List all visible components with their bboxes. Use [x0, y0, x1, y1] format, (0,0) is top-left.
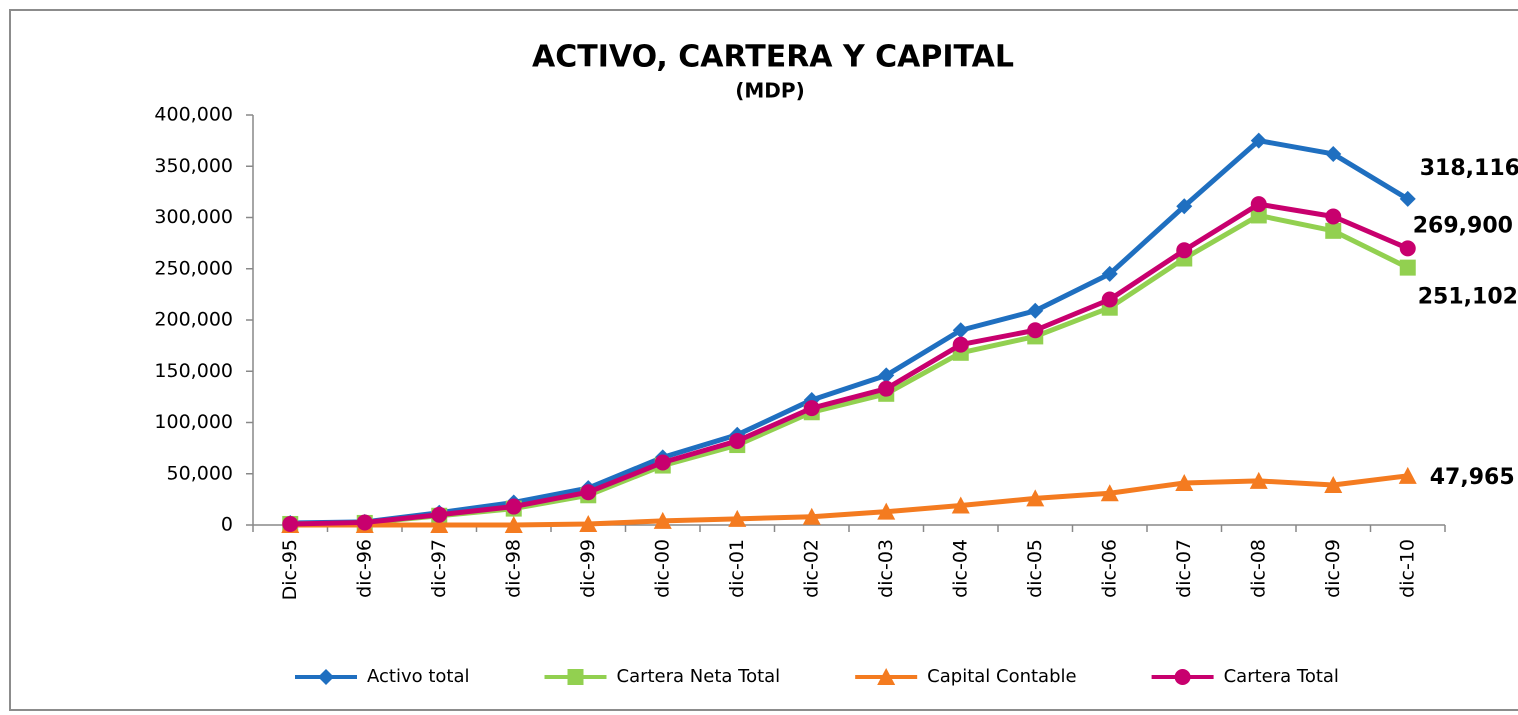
series-line	[290, 138, 1410, 526]
marker	[505, 498, 522, 515]
marker	[803, 400, 820, 417]
y-tick-label: 200,000	[154, 309, 233, 331]
series-line	[290, 473, 1409, 528]
series-line	[290, 201, 1409, 527]
marker	[1176, 242, 1193, 259]
marker	[654, 454, 671, 471]
legend-label: Activo total	[367, 666, 470, 687]
y-tick-label: 350,000	[154, 155, 233, 177]
marker	[1398, 466, 1417, 484]
data-label: 269,900	[1413, 213, 1513, 238]
chart-title: ACTIVO, CARTERA Y CAPITAL	[532, 40, 1014, 75]
marker	[952, 322, 969, 339]
marker	[1176, 198, 1193, 215]
x-tick-label: dic-96	[353, 539, 375, 598]
legend-marker	[318, 669, 334, 685]
x-tick-label: Dic-95	[279, 539, 301, 600]
legend-label: Cartera Total	[1224, 666, 1339, 687]
marker	[1325, 145, 1342, 162]
marker	[878, 367, 895, 384]
legend-label: Cartera Neta Total	[617, 666, 781, 687]
data-label: 318,116	[1420, 156, 1518, 181]
series	[281, 466, 1417, 533]
x-tick-label: dic-04	[949, 539, 971, 598]
y-tick-label: 50,000	[167, 462, 233, 484]
legend-marker	[567, 669, 584, 685]
x-tick-label: dic-98	[502, 539, 524, 598]
x-tick-label: dic-01	[726, 539, 748, 598]
marker	[1399, 240, 1416, 257]
marker	[1100, 484, 1119, 502]
marker	[951, 496, 970, 514]
marker	[1026, 489, 1045, 507]
marker	[1101, 291, 1118, 308]
legend-label: Capital Contable	[927, 666, 1076, 687]
marker	[431, 506, 448, 523]
y-tick-label: 400,000	[154, 104, 233, 126]
marker	[1399, 259, 1416, 276]
marker	[579, 514, 598, 532]
marker	[1325, 208, 1342, 225]
marker	[1250, 132, 1267, 149]
marker	[1027, 302, 1044, 319]
marker	[1324, 476, 1343, 494]
y-tick-label: 0	[221, 514, 233, 536]
legend-marker	[1174, 669, 1191, 685]
marker	[802, 507, 821, 525]
marker	[729, 432, 746, 449]
x-tick-label: dic-97	[428, 539, 450, 598]
marker	[1325, 222, 1342, 239]
marker	[504, 516, 523, 533]
y-tick-label: 100,000	[154, 411, 233, 433]
marker	[430, 516, 449, 533]
x-tick-label: dic-10	[1396, 539, 1418, 598]
legend-marker	[877, 668, 896, 685]
x-tick-label: dic-05	[1024, 539, 1046, 598]
x-tick-label: dic-02	[800, 539, 822, 598]
marker	[952, 336, 969, 353]
data-label: 251,102	[1418, 285, 1518, 310]
y-tick-label: 150,000	[154, 360, 233, 382]
marker	[1101, 265, 1118, 282]
x-tick-label: dic-03	[875, 539, 897, 598]
marker	[653, 511, 672, 529]
marker	[1399, 190, 1416, 207]
y-tick-label: 250,000	[154, 257, 233, 279]
series	[282, 196, 1416, 532]
data-label: 47,965	[1430, 465, 1515, 490]
x-tick-label: dic-06	[1098, 539, 1120, 598]
x-tick-label: dic-00	[651, 539, 673, 598]
marker	[1175, 473, 1194, 491]
marker	[728, 509, 747, 527]
marker	[1250, 196, 1267, 213]
chart-subtitle: (MDP)	[735, 79, 804, 103]
x-tick-label: dic-09	[1322, 539, 1344, 598]
marker	[878, 380, 895, 397]
y-tick-label: 300,000	[154, 206, 233, 228]
chart-border	[9, 9, 1518, 711]
x-tick-label: dic-08	[1247, 539, 1269, 598]
x-tick-label: dic-07	[1173, 539, 1195, 598]
marker	[877, 502, 896, 520]
marker	[1027, 322, 1044, 339]
marker	[282, 515, 299, 532]
marker	[356, 514, 373, 531]
marker	[580, 484, 597, 501]
marker	[1250, 207, 1267, 224]
marker	[1249, 471, 1268, 489]
x-tick-label: dic-99	[577, 539, 599, 598]
